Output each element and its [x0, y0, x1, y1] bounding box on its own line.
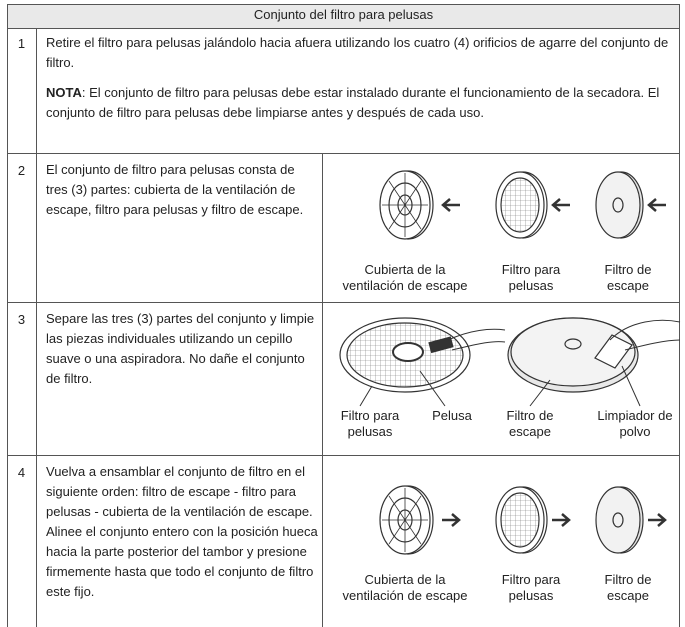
lint-filter [495, 171, 548, 239]
step-note: NOTA: El conjunto de filtro para pelusas… [46, 83, 674, 123]
image-label: Filtro de escape [506, 408, 554, 439]
border [322, 153, 323, 627]
image-label: Filtro para pelusas [501, 262, 561, 293]
arrow [648, 513, 667, 527]
arrow [552, 513, 571, 527]
step-text: El conjunto de filtro para pelusas const… [46, 162, 304, 217]
step-number: 1 [17, 36, 26, 51]
image-label: Cubierta de la ventilación de escape [342, 262, 468, 293]
arrow [647, 198, 666, 212]
note-text: : El conjunto de filtro para pelusas deb… [46, 85, 660, 120]
arrow [551, 198, 570, 212]
step-number: 2 [17, 163, 26, 178]
arrow [442, 513, 461, 527]
step-number: 4 [17, 465, 26, 480]
image-label: Cubierta de la ventilación de escape [342, 572, 468, 603]
border [36, 28, 37, 627]
image-label: Filtro para pelusas [501, 572, 561, 603]
image-label: Filtro de escape [604, 572, 652, 603]
exhaust-filter-cleaning [507, 317, 681, 407]
exhaust-filter [595, 171, 644, 239]
note-label: NOTA [46, 85, 82, 100]
step-text: Retire el filtro para pelusas jalándolo … [46, 35, 669, 70]
border [7, 28, 680, 29]
image-label: Filtro para pelusas [340, 408, 400, 439]
step-text: Separe las tres (3) partes del conjunto … [46, 311, 315, 386]
border [7, 4, 8, 627]
header-title: Conjunto del filtro para pelusas [253, 7, 434, 22]
border [679, 4, 680, 627]
lint-filter [495, 486, 548, 554]
border [7, 455, 680, 456]
vent-cover [379, 170, 434, 240]
vent-cover [379, 485, 434, 555]
step-number: 3 [17, 312, 26, 327]
border [7, 302, 680, 303]
image-label: Limpiador de polvo [597, 408, 673, 439]
border [7, 153, 680, 154]
image-label: Pelusa [432, 408, 472, 423]
lint-filter-cleaning [339, 317, 506, 407]
arrow [441, 198, 460, 212]
border [7, 4, 680, 5]
step-text: Vuelva a ensamblar el conjunto de filtro… [46, 464, 318, 599]
image-label: Filtro de escape [604, 262, 652, 293]
exhaust-filter [595, 486, 644, 554]
header-bg [7, 4, 680, 28]
